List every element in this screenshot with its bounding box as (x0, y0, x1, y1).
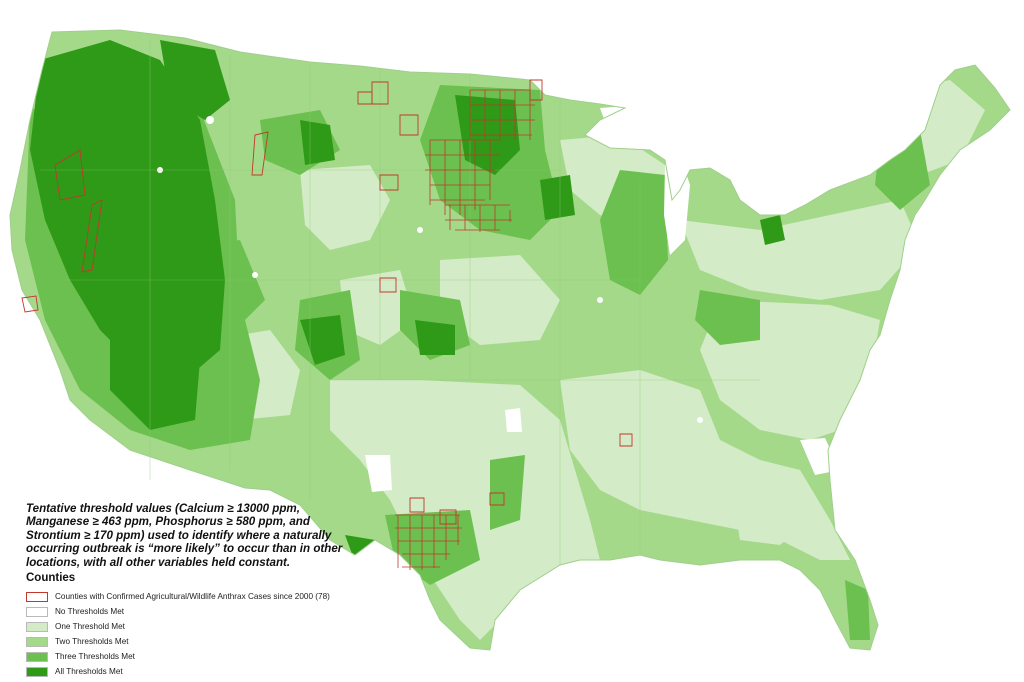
legend-label: All Thresholds Met (55, 667, 123, 676)
map-legend: Counties Counties with Confirmed Agricul… (26, 572, 406, 679)
anthrax-case-counties (21, 79, 633, 525)
legend-label: Counties with Confirmed Agricultural/Wil… (55, 592, 330, 601)
caption-line: occurring outbreak is “more likely” to o… (26, 542, 343, 556)
legend-swatch-three (26, 651, 48, 662)
legend-swatch-all (26, 666, 48, 677)
legend-swatch-none (26, 606, 48, 617)
threshold-caption: Tentative threshold values (Calcium ≥ 13… (26, 502, 346, 569)
legend-label: Two Thresholds Met (55, 637, 129, 646)
caption-line: Strontium ≥ 170 ppm) used to identify wh… (26, 528, 332, 542)
legend-label: Three Thresholds Met (55, 652, 135, 661)
legend-swatch-two (26, 636, 48, 647)
caption-line: Tentative threshold values (Calcium ≥ 13… (26, 502, 300, 515)
all-threshold-regions (30, 40, 785, 562)
anthrax-case-clusters (395, 89, 535, 570)
legend-item-two-thresholds: Two Thresholds Met (26, 634, 406, 649)
caption-line: Manganese ≥ 463 ppm, Phosphorus ≥ 580 pp… (26, 515, 310, 529)
legend-title: Counties (26, 572, 76, 584)
legend-swatch-case-outline (26, 591, 48, 602)
legend-swatch-one (26, 621, 48, 632)
caption-line: locations, with all other variables held… (26, 555, 291, 569)
legend-label: No Thresholds Met (55, 607, 125, 616)
legend-item-no-thresholds: No Thresholds Met (26, 604, 406, 619)
legend-label: One Threshold Met (55, 622, 125, 631)
legend-item-all-thresholds: All Thresholds Met (26, 664, 406, 679)
legend-item-one-threshold: One Threshold Met (26, 619, 406, 634)
legend-item-three-thresholds: Three Thresholds Met (26, 649, 406, 664)
legend-item-anthrax-cases: Counties with Confirmed Agricultural/Wil… (26, 589, 406, 604)
great-lakes (600, 105, 690, 255)
